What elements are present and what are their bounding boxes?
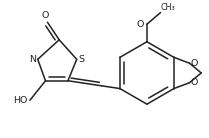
Text: O: O <box>42 11 49 20</box>
Text: S: S <box>79 55 85 64</box>
Text: HO: HO <box>14 96 28 105</box>
Text: N: N <box>29 55 36 64</box>
Text: O: O <box>190 78 198 87</box>
Text: O: O <box>190 59 198 68</box>
Text: O: O <box>137 20 144 29</box>
Text: CH₃: CH₃ <box>161 2 175 12</box>
